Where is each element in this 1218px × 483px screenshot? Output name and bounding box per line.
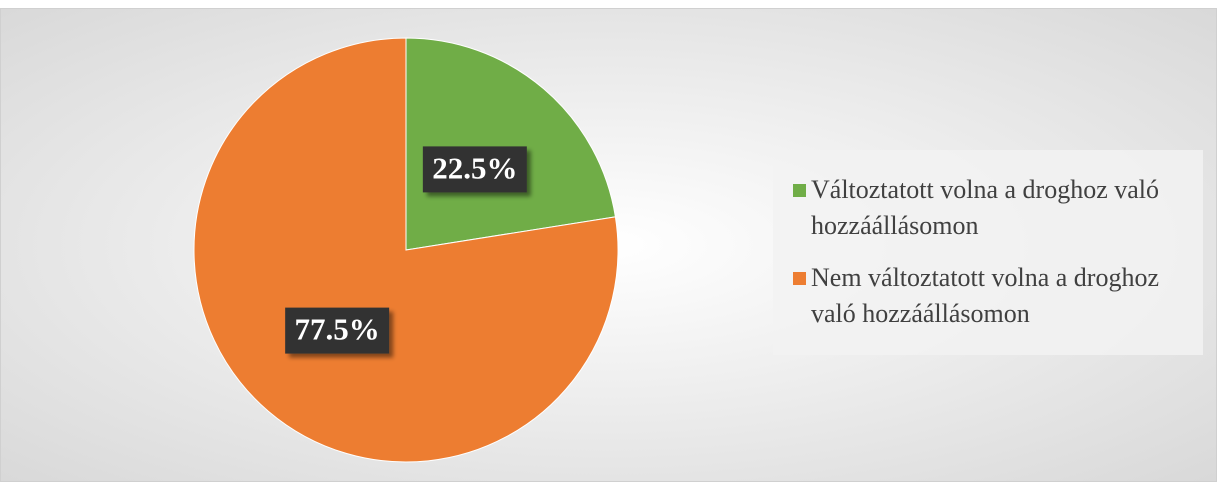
- legend-item: Változtatott volna a droghoz való hozzáá…: [793, 172, 1195, 244]
- data-label-text: 22.5%: [432, 151, 517, 186]
- legend-item: Nem változtatott volna a droghoz való ho…: [793, 260, 1195, 332]
- data-label-box: [285, 307, 390, 354]
- pie-slice: [193, 37, 619, 463]
- data-label-box: [422, 146, 527, 193]
- legend-swatch: [793, 184, 806, 197]
- pie-slice: [405, 37, 616, 251]
- legend-swatch: [793, 272, 806, 285]
- data-label: 22.5%: [422, 146, 527, 193]
- legend-label: Változtatott volna a droghoz való hozzáá…: [811, 175, 1160, 240]
- legend: Változtatott volna a droghoz való hozzáá…: [773, 150, 1203, 355]
- data-label: 77.5%: [285, 307, 390, 354]
- legend-label: Nem változtatott volna a droghoz való ho…: [811, 263, 1160, 328]
- data-label-text: 77.5%: [295, 312, 380, 347]
